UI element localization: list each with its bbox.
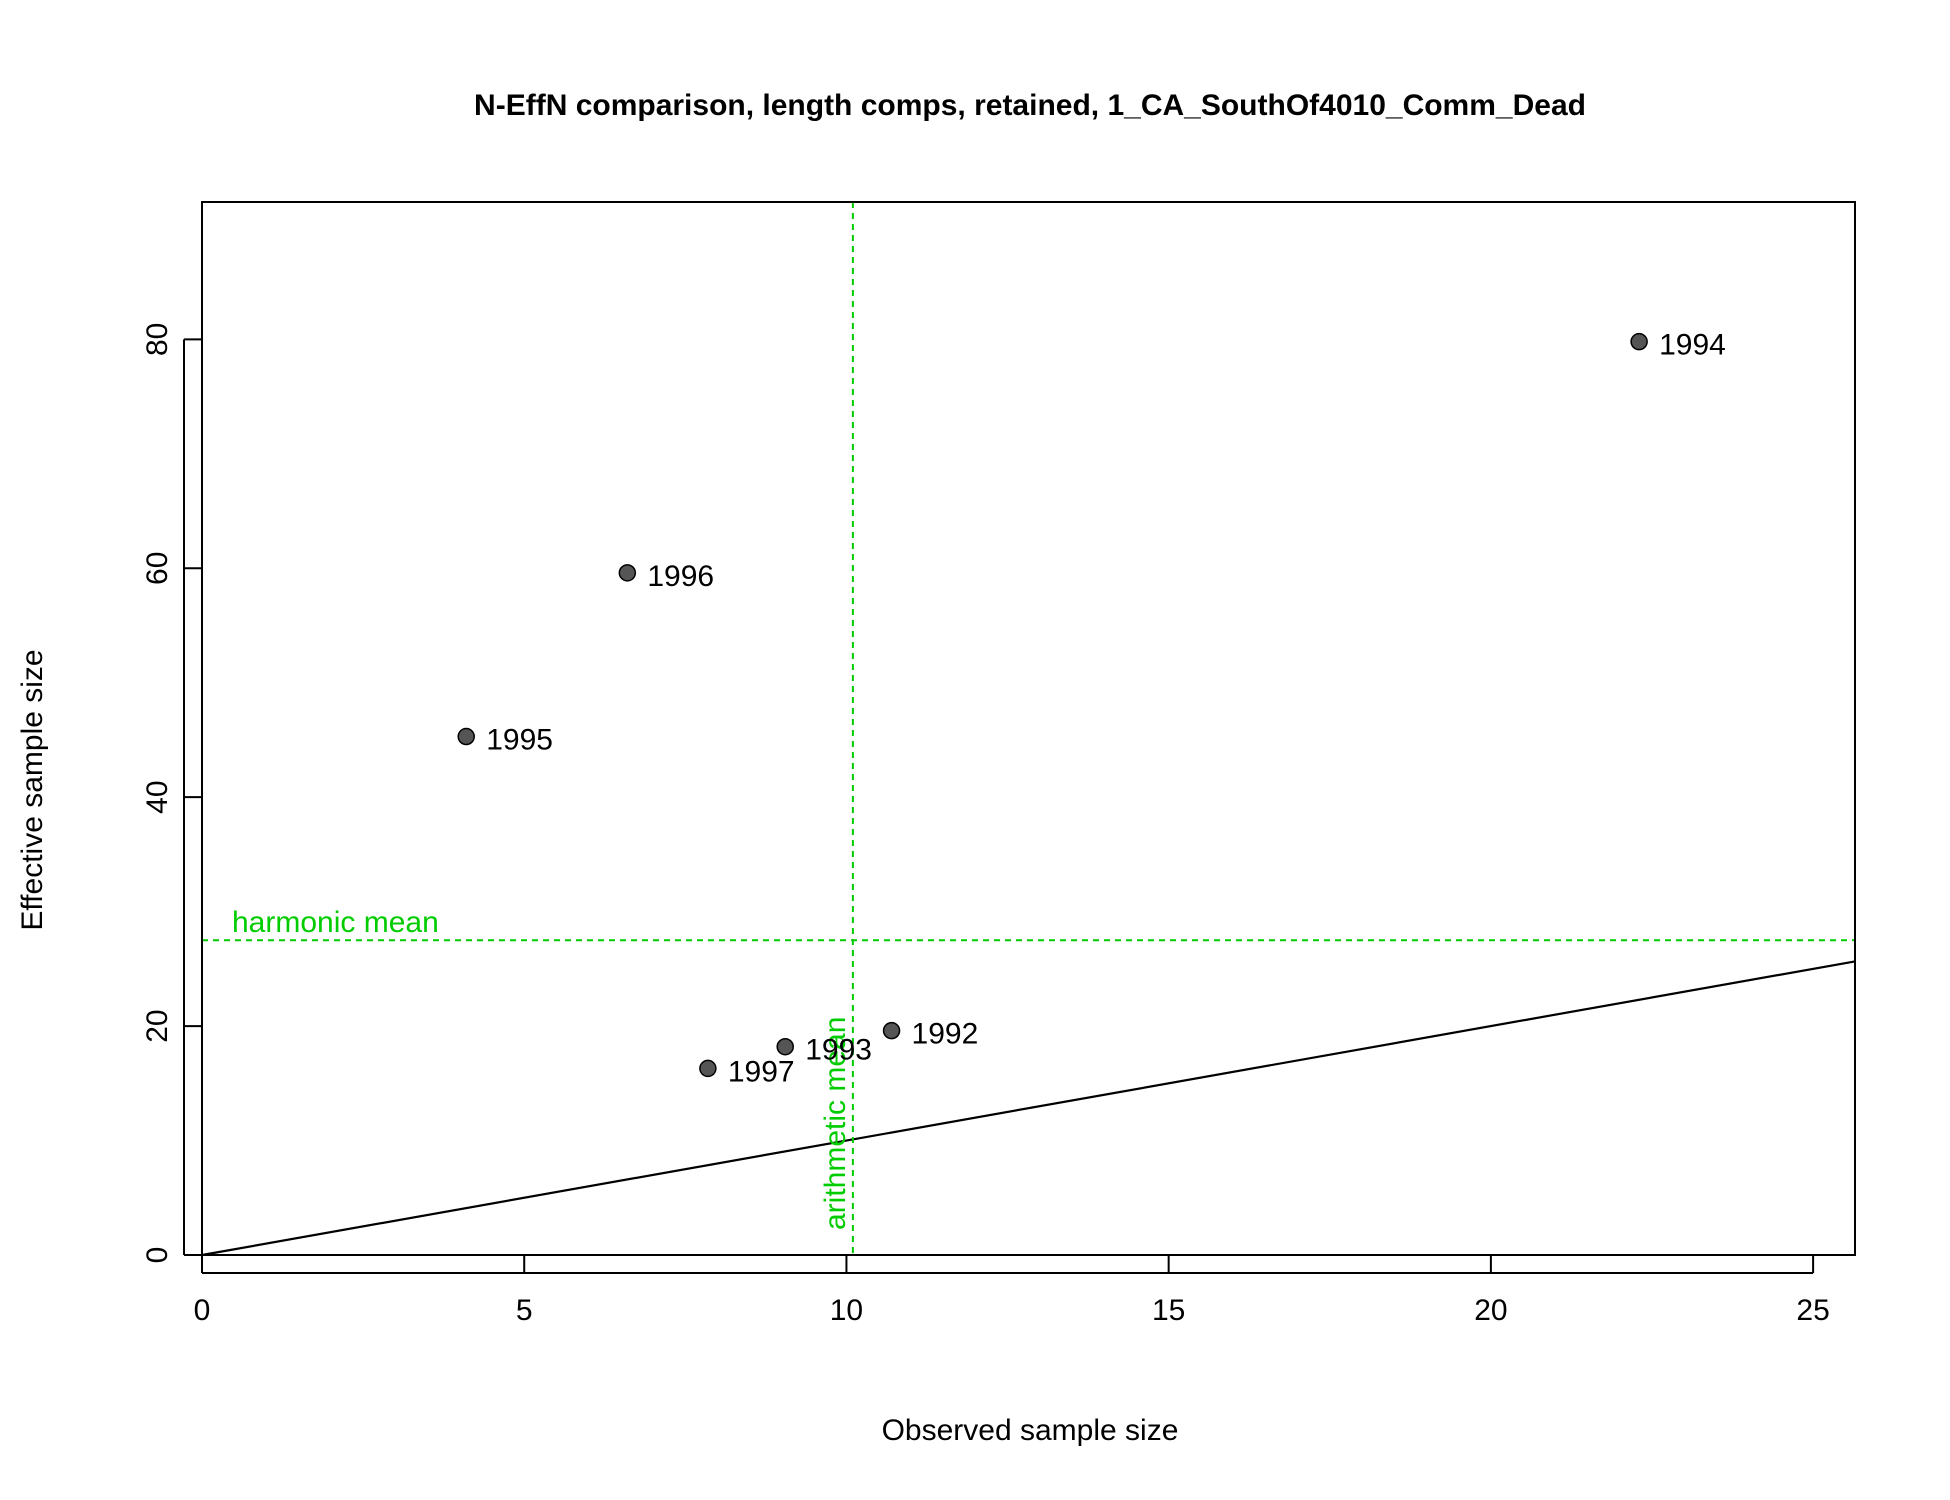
y-tick-label: 20 <box>141 1009 174 1042</box>
data-point <box>699 1059 717 1078</box>
point-label: 1993 <box>805 1034 872 1067</box>
x-tick-label: 20 <box>1474 1294 1507 1327</box>
data-point <box>776 1037 794 1056</box>
data-point <box>1630 332 1648 351</box>
data-point <box>618 564 637 582</box>
plot-area: 0 5 10 15 20 25 0 20 40 60 80 harmonic mean arithmet… <box>141 202 1856 1327</box>
data-point <box>882 1021 901 1040</box>
point-label: 1997 <box>728 1055 795 1088</box>
point-label: 1992 <box>912 1018 979 1051</box>
x-tick-label: 25 <box>1796 1294 1829 1327</box>
plot-frame <box>201 201 1856 1256</box>
point-label: 1996 <box>647 560 714 593</box>
arithmetic-mean-label: arithmetic mean <box>819 1017 852 1230</box>
point-label: 1994 <box>1659 329 1726 362</box>
x-tick-label: 0 <box>194 1294 211 1327</box>
x-tick-label: 15 <box>1152 1294 1185 1327</box>
x-axis-label: Observed sample size <box>882 1414 1179 1447</box>
chart-title: N-EffN comparison, length comps, retaine… <box>474 89 1586 122</box>
x-tick-label: 10 <box>830 1294 863 1327</box>
point-label: 1995 <box>486 724 553 757</box>
x-tick-label: 5 <box>516 1294 533 1327</box>
identity-line <box>201 960 1856 1257</box>
harmonic-mean-label: harmonic mean <box>232 906 439 939</box>
y-tick-label: 60 <box>141 552 174 585</box>
y-tick-label: 0 <box>141 1247 174 1264</box>
y-tick-label: 80 <box>141 323 174 356</box>
y-tick-label: 40 <box>141 780 174 813</box>
y-axis-label: Effective sample size <box>16 649 49 930</box>
data-point <box>457 727 475 746</box>
